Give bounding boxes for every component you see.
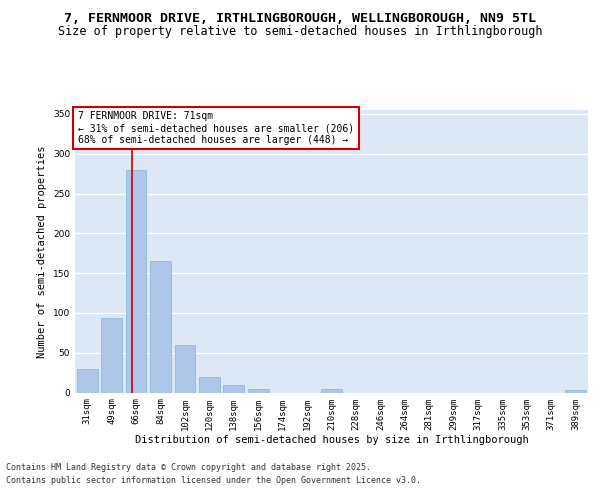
Bar [175,345,196,393]
Y-axis label: Number of semi-detached properties: Number of semi-detached properties [37,145,47,358]
Bar [101,318,122,392]
Bar [199,376,220,392]
X-axis label: Distribution of semi-detached houses by size in Irthlingborough: Distribution of semi-detached houses by … [134,435,529,445]
Bar [223,384,244,392]
Bar [77,368,98,392]
Bar [321,388,342,392]
Bar [125,170,146,392]
Text: Size of property relative to semi-detached houses in Irthlingborough: Size of property relative to semi-detach… [58,25,542,38]
Bar [248,388,269,392]
Text: Contains HM Land Registry data © Crown copyright and database right 2025.: Contains HM Land Registry data © Crown c… [6,462,371,471]
Text: 7, FERNMOOR DRIVE, IRTHLINGBOROUGH, WELLINGBOROUGH, NN9 5TL: 7, FERNMOOR DRIVE, IRTHLINGBOROUGH, WELL… [64,12,536,26]
Bar [565,390,586,392]
Text: Contains public sector information licensed under the Open Government Licence v3: Contains public sector information licen… [6,476,421,485]
Text: 7 FERNMOOR DRIVE: 71sqm
← 31% of semi-detached houses are smaller (206)
68% of s: 7 FERNMOOR DRIVE: 71sqm ← 31% of semi-de… [77,112,353,144]
Bar [150,261,171,392]
